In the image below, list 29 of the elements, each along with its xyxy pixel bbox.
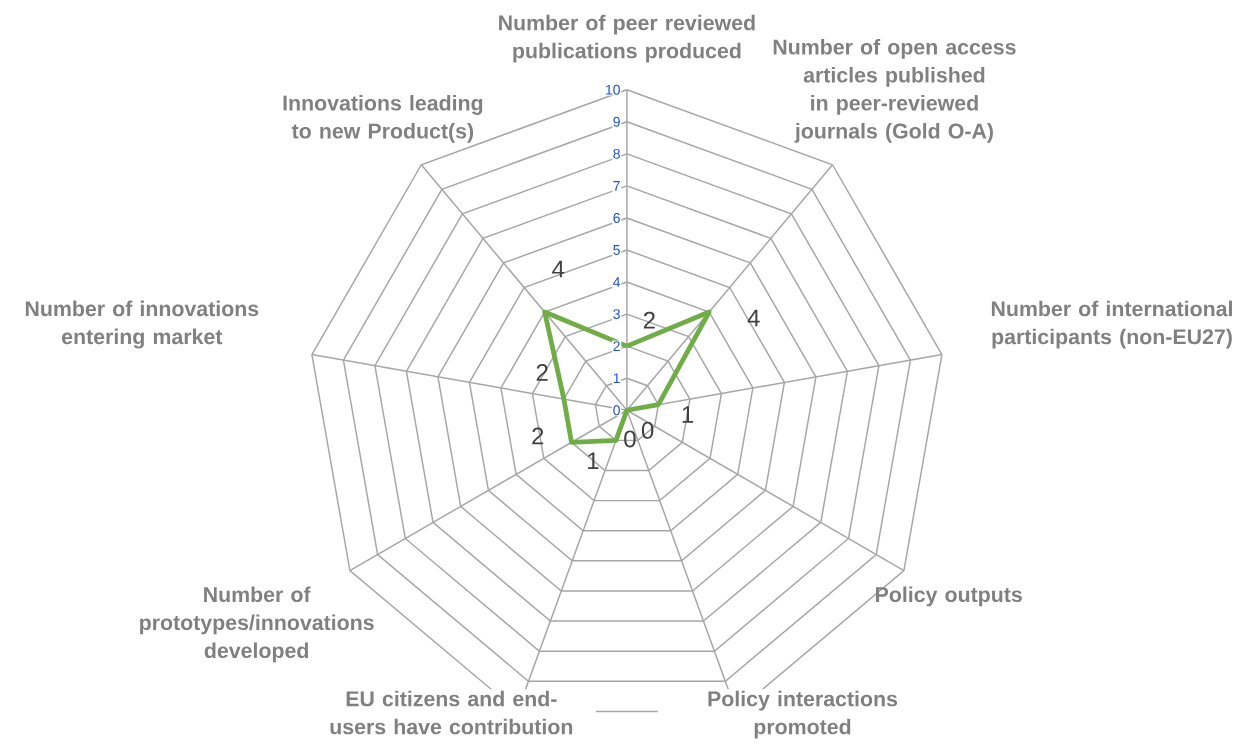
spoke-label: Innovations leading to new Product(s) bbox=[283, 94, 483, 143]
y-tick-label: 3 bbox=[613, 309, 620, 320]
y-tick-label: 5 bbox=[613, 245, 620, 255]
y-tick-label: 10 bbox=[606, 84, 620, 95]
y-tick-label: 9 bbox=[613, 116, 620, 127]
y-tick-label: 1 bbox=[613, 373, 620, 384]
data-label: 2 bbox=[532, 427, 544, 445]
data-label: 0 bbox=[641, 421, 654, 439]
data-label: 1 bbox=[588, 452, 599, 469]
y-tick-label: 4 bbox=[613, 277, 621, 287]
spoke-label: Number of open access articles published in peer-reviewed journals (Gold O-A) bbox=[773, 38, 1016, 143]
data-label: 0 bbox=[624, 430, 636, 448]
data-label: 4 bbox=[747, 309, 760, 327]
y-tick-label: 2 bbox=[613, 341, 620, 352]
spoke-label: Policy interactions promoted bbox=[708, 690, 898, 739]
y-tick-label: 6 bbox=[613, 213, 620, 223]
data-label: 2 bbox=[643, 311, 655, 329]
y-tick-label: 7 bbox=[613, 181, 620, 191]
y-tick-label: 8 bbox=[613, 148, 620, 159]
data-label: 2 bbox=[536, 364, 548, 381]
spoke-label: Number of innovations entering market bbox=[25, 300, 259, 349]
spoke-label: Number of international participants (non-EU27) bbox=[991, 300, 1232, 349]
data-label: 1 bbox=[682, 406, 694, 423]
data-label: 4 bbox=[552, 260, 565, 278]
spoke-label: Number of prototypes/innovations developed bbox=[140, 586, 374, 663]
y-tick-label: 0 bbox=[613, 405, 620, 416]
spoke-label: EU citizens and end-users have contribution bbox=[330, 690, 573, 735]
spoke-label: Policy outputs bbox=[876, 586, 1022, 607]
spoke-label: Number of peer reviewed publications produced bbox=[499, 14, 755, 63]
